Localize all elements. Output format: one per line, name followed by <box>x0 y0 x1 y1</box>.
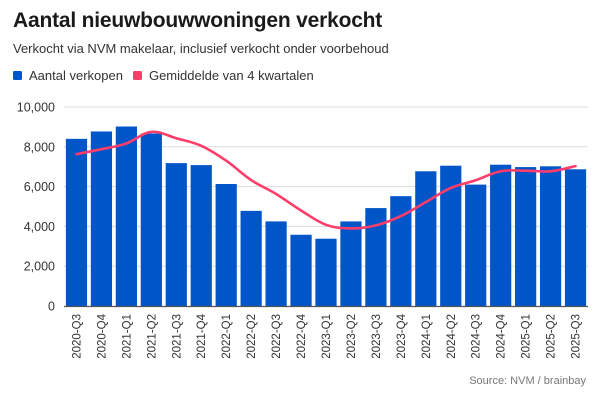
x-tick-label: 2025-Q2 <box>546 314 558 359</box>
bar <box>440 165 462 306</box>
x-tick-label: 2021-Q3 <box>171 314 183 359</box>
bar <box>490 164 512 306</box>
bar <box>365 208 387 306</box>
x-tick-label: 2025-Q3 <box>571 314 583 359</box>
x-tick-label: 2025-Q1 <box>521 314 533 359</box>
x-tick-label: 2022-Q3 <box>271 314 283 359</box>
bar <box>290 234 312 306</box>
y-tick-label: 2,000 <box>24 260 55 274</box>
x-tick-label: 2023-Q1 <box>321 314 333 359</box>
bar <box>65 138 88 306</box>
bar <box>465 184 487 306</box>
x-tick-label: 2024-Q1 <box>421 314 433 359</box>
x-tick-label: 2022-Q1 <box>221 314 233 359</box>
bar <box>390 196 412 306</box>
bar <box>90 131 113 306</box>
legend-swatch-gemiddelde <box>132 71 142 80</box>
x-axis-ticks: 2020-Q3 2020-Q4 2021-Q1 2021-Q2 2021-Q3 2021-… <box>71 313 582 358</box>
x-tick-label: 2021-Q2 <box>146 314 158 359</box>
chart-subtitle: Verkocht via NVM makelaar, inclusief ver… <box>13 41 389 56</box>
x-tick-label: 2024-Q2 <box>446 314 458 359</box>
x-tick-label: 2022-Q2 <box>246 314 258 359</box>
x-tick-label: 2021-Q4 <box>196 313 208 358</box>
x-tick-label: 2023-Q3 <box>371 314 383 359</box>
chart-title: Aantal nieuwbouwwoningen verkocht <box>13 9 383 32</box>
bar <box>140 133 162 306</box>
x-tick-label: 2021-Q1 <box>121 314 133 359</box>
x-tick-label: 2024-Q3 <box>471 314 483 359</box>
bar <box>539 166 562 306</box>
bar <box>265 221 287 306</box>
bar <box>115 126 137 306</box>
y-tick-label: 6,000 <box>24 180 55 194</box>
legend: Aantal verkopen Gemiddelde van 4 kwartal… <box>13 68 324 83</box>
bar-series <box>65 126 587 306</box>
legend-item-verkopen: Aantal verkopen <box>13 68 123 83</box>
y-tick-label: 10,000 <box>17 101 55 115</box>
bar <box>515 167 537 306</box>
legend-label-verkopen: Aantal verkopen <box>29 68 123 83</box>
y-tick-label: 4,000 <box>24 220 55 234</box>
x-tick-label: 2024-Q4 <box>496 313 508 358</box>
bar <box>190 165 212 306</box>
legend-swatch-verkopen <box>13 71 22 80</box>
bar <box>240 210 262 306</box>
x-tick-label: 2020-Q3 <box>71 314 83 359</box>
bar <box>415 171 437 306</box>
y-axis-ticks: 0 2,000 4,000 6,000 8,000 10,000 <box>17 101 55 314</box>
x-tick-label: 2023-Q4 <box>396 313 408 358</box>
x-tick-label: 2020-Q4 <box>96 313 108 358</box>
source-note: Source: NVM / brainbay <box>469 375 586 387</box>
legend-label-gemiddelde: Gemiddelde van 4 kwartalen <box>148 68 314 83</box>
bar <box>564 169 587 306</box>
legend-item-gemiddelde: Gemiddelde van 4 kwartalen <box>132 68 314 83</box>
bar <box>315 238 337 306</box>
x-tick-label: 2023-Q2 <box>346 314 358 359</box>
bar <box>165 163 187 306</box>
bar <box>340 221 362 306</box>
x-tick-label: 2022-Q4 <box>296 313 308 358</box>
bar <box>215 184 237 306</box>
y-tick-label: 0 <box>48 300 55 314</box>
line-series <box>75 130 577 230</box>
y-tick-label: 8,000 <box>24 140 55 154</box>
